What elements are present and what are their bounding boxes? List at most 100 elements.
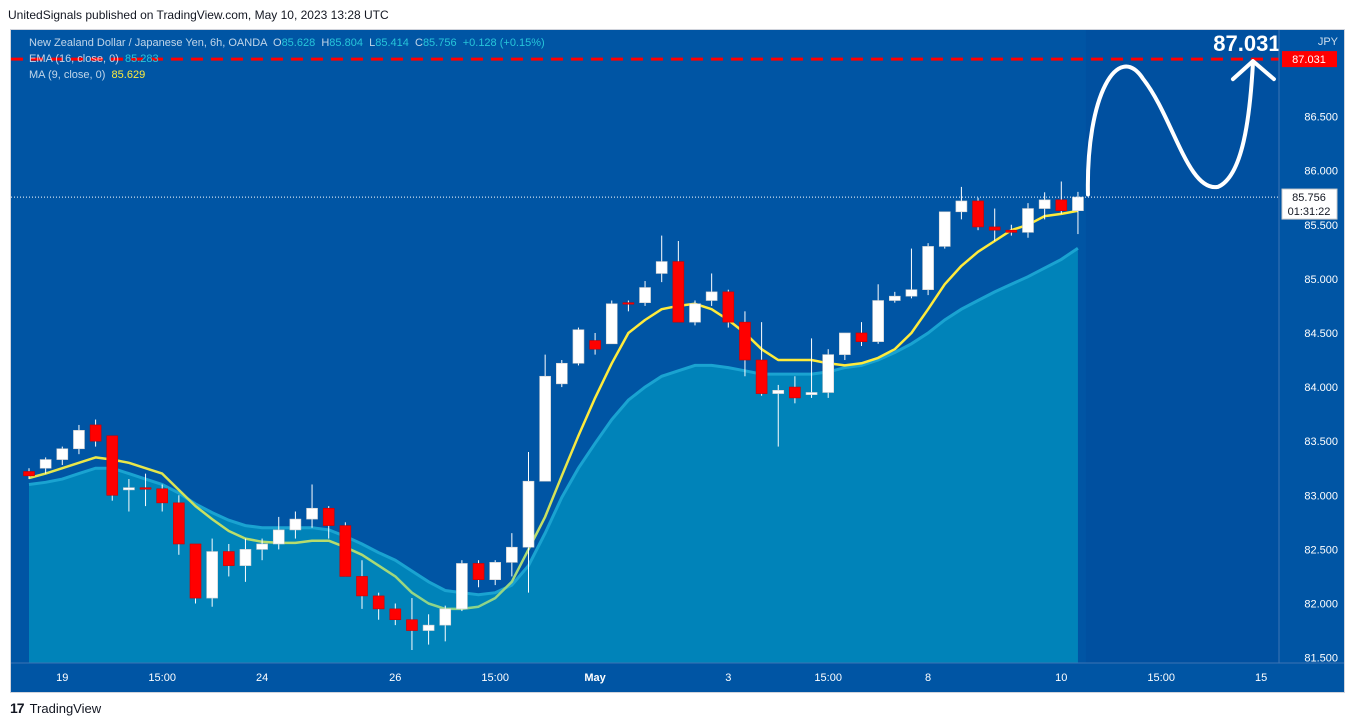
legend-ema: EMA (16, close, 0) 85.283 — [29, 51, 159, 67]
current-price-badge — [1281, 188, 1338, 220]
candle-down — [789, 386, 801, 399]
candle-up — [955, 200, 968, 213]
candle-up — [306, 507, 318, 520]
chart-area[interactable]: 87.031 JPY 81.500 82.000 82.500 83.000 83.500 8… — [10, 29, 1345, 693]
candle-down — [755, 359, 768, 394]
candle-up — [289, 518, 302, 531]
x-tick-label: May — [584, 672, 606, 684]
candle-down — [855, 332, 868, 342]
candle-down — [988, 226, 1001, 231]
candle-down — [1055, 199, 1068, 212]
y-tick-label: 82.500 — [1304, 544, 1338, 556]
y-tick-label: 84.000 — [1304, 382, 1338, 394]
projection-path — [1085, 61, 1255, 197]
candle-up — [272, 529, 285, 545]
candle-up — [1038, 199, 1051, 209]
target-price-label: 87.031 — [1292, 54, 1326, 66]
candle-up — [905, 289, 918, 297]
legend-c-label: C — [414, 37, 423, 49]
candle-down — [972, 200, 984, 228]
x-tick-label: 10 — [1055, 672, 1067, 684]
candle-up — [805, 392, 818, 395]
candle-up — [938, 211, 951, 247]
candle-down — [173, 502, 185, 545]
candle-up — [456, 563, 468, 610]
candle-down — [472, 563, 485, 580]
candle-down — [139, 487, 152, 490]
future-zone — [1085, 30, 1279, 663]
candle-down — [89, 424, 102, 442]
candle-up — [872, 300, 884, 342]
ma-line — [28, 209, 1079, 611]
candle-up — [439, 608, 452, 626]
candle-up — [539, 375, 551, 482]
legend-low: 85.414 — [375, 37, 409, 49]
legend-change: +0.128 (+0.15%) — [462, 37, 545, 49]
x-tick-label: 15:00 — [481, 672, 509, 684]
y-tick-label: 86.500 — [1304, 112, 1338, 124]
candle-up — [123, 487, 135, 491]
projection-arrow-icon — [1230, 59, 1276, 82]
candle-down — [356, 576, 368, 597]
price-chart-svg[interactable]: 87.031 JPY 81.500 82.000 82.500 83.000 83.500 8… — [11, 30, 1344, 692]
legend-o-label: O — [273, 37, 282, 49]
legend-ma: MA (9, close, 0) 85.629 — [29, 67, 145, 83]
candle-down — [156, 488, 168, 504]
candle-up — [256, 543, 268, 550]
candle-up — [822, 354, 835, 393]
candle-up — [655, 261, 668, 274]
y-tick-label: 85.500 — [1304, 220, 1338, 232]
ema-area — [29, 248, 1078, 663]
candle-down — [189, 543, 202, 599]
candle-up — [422, 624, 435, 631]
y-tick-label: 81.500 — [1304, 653, 1338, 665]
candle-up — [39, 459, 52, 469]
candle-down — [622, 302, 635, 305]
candle-up — [56, 448, 69, 460]
x-tick-label: 19 — [56, 672, 68, 684]
candle-down — [372, 595, 385, 610]
y-tick-label: 86.000 — [1304, 166, 1338, 178]
candle-up — [572, 329, 585, 364]
candle-up — [888, 295, 901, 301]
target-annotation: 87.031 — [1213, 31, 1280, 56]
candle-down — [722, 291, 735, 323]
candle-up — [922, 246, 934, 290]
candle-down — [406, 619, 418, 631]
y-tick-label: 85.000 — [1304, 274, 1338, 286]
legend-ema-label: EMA (16, close, 0) — [29, 53, 119, 65]
candle-down — [739, 321, 751, 361]
candle-up — [605, 303, 618, 345]
candle-up — [206, 551, 218, 599]
legend-h-label: H — [321, 37, 330, 49]
current-price-label: 85.756 — [1292, 192, 1326, 204]
legend-ema-value: 85.283 — [125, 53, 159, 65]
price-axis-bg — [1279, 30, 1344, 692]
x-tick-label: 15:00 — [814, 672, 842, 684]
candle-down — [389, 608, 402, 621]
y-tick-label: 83.000 — [1304, 490, 1338, 502]
candle-up — [73, 430, 85, 450]
footer: 17 TradingView — [10, 700, 101, 716]
candle-up — [839, 332, 851, 355]
target-price-badge — [1282, 51, 1337, 68]
x-tick-label: 8 — [925, 672, 931, 684]
candle-down — [1005, 229, 1018, 233]
legend-main: New Zealand Dollar / Japanese Yen, 6h, O… — [29, 35, 545, 51]
candle-down — [322, 507, 335, 526]
ema-line — [28, 246, 1079, 597]
legend-ma-label: MA (9, close, 0) — [29, 69, 106, 81]
candle-up — [239, 549, 252, 566]
x-tick-label: 24 — [256, 672, 268, 684]
x-tick-label: 15:00 — [1147, 672, 1175, 684]
x-tick-label: 15:00 — [148, 672, 176, 684]
currency-label: JPY — [1318, 36, 1339, 48]
candle-up — [772, 390, 785, 394]
legend-ma-value: 85.629 — [111, 69, 146, 81]
footer-brand: TradingView — [29, 700, 102, 716]
publish-header: UnitedSignals published on TradingView.c… — [8, 8, 389, 22]
candle-down — [23, 471, 35, 477]
x-tick-label: 15 — [1255, 672, 1267, 684]
x-tick-label: 3 — [725, 672, 731, 684]
candle-up — [1022, 208, 1034, 233]
